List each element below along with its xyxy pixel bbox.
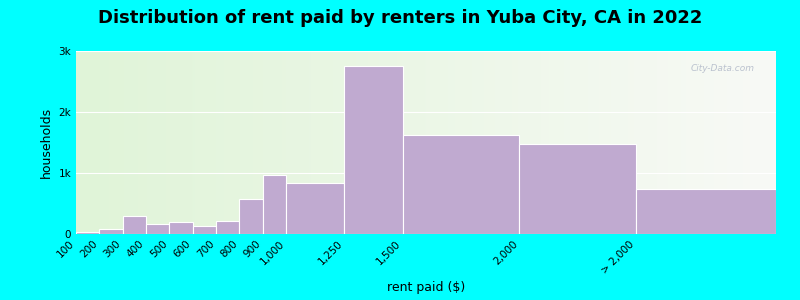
Bar (122, 216, 146, 234)
Bar (170, 222, 193, 234)
Bar (146, 224, 170, 234)
Text: City-Data.com: City-Data.com (691, 64, 755, 73)
Text: Distribution of rent paid by renters in Yuba City, CA in 2022: Distribution of rent paid by renters in … (98, 9, 702, 27)
Bar (193, 226, 216, 234)
Bar (519, 144, 636, 234)
Bar (402, 135, 519, 234)
Bar (99, 229, 122, 234)
Bar (344, 66, 402, 234)
X-axis label: rent paid ($): rent paid ($) (387, 281, 465, 294)
Bar (76, 232, 99, 234)
Y-axis label: households: households (40, 107, 53, 178)
Bar (262, 176, 286, 234)
Bar (636, 189, 776, 234)
Bar (239, 199, 262, 234)
Bar (216, 221, 239, 234)
Bar (286, 183, 344, 234)
